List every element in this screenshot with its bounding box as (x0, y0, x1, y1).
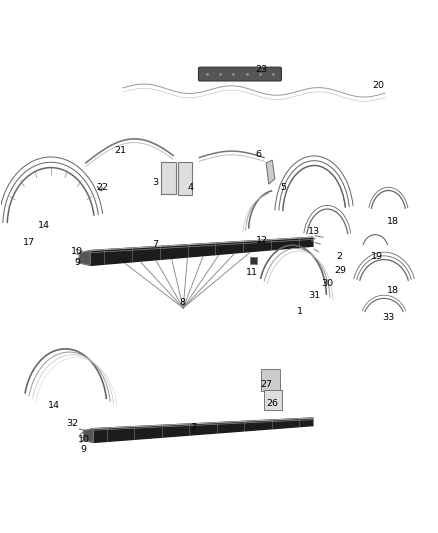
Polygon shape (266, 160, 275, 184)
Bar (251, 257, 257, 264)
Text: 27: 27 (260, 380, 272, 389)
Text: 11: 11 (246, 269, 258, 277)
Polygon shape (79, 251, 90, 265)
Polygon shape (90, 237, 313, 265)
Text: 18: 18 (387, 286, 399, 295)
Text: 9: 9 (74, 258, 80, 266)
Text: 10: 10 (78, 435, 90, 444)
FancyBboxPatch shape (264, 390, 282, 410)
Text: 14: 14 (38, 221, 49, 230)
Text: 2: 2 (336, 253, 342, 261)
Text: 10: 10 (71, 247, 83, 256)
Text: 13: 13 (308, 228, 320, 237)
Text: 7: 7 (153, 240, 159, 249)
Text: 4: 4 (187, 183, 194, 192)
Text: 29: 29 (334, 266, 346, 275)
Text: 32: 32 (67, 419, 79, 428)
Text: 8: 8 (179, 298, 185, 307)
Text: 23: 23 (256, 66, 268, 74)
Text: 26: 26 (266, 399, 278, 408)
Text: 7: 7 (190, 423, 196, 432)
Polygon shape (84, 429, 93, 442)
FancyBboxPatch shape (261, 368, 280, 391)
Text: 6: 6 (255, 150, 261, 159)
Text: 19: 19 (371, 253, 383, 261)
Text: 1: 1 (297, 307, 303, 316)
Text: 21: 21 (115, 146, 127, 155)
Text: 31: 31 (308, 291, 320, 300)
FancyBboxPatch shape (161, 162, 176, 193)
Text: 12: 12 (256, 237, 268, 246)
Text: 18: 18 (387, 217, 399, 226)
Text: 22: 22 (96, 183, 108, 192)
Text: 5: 5 (281, 183, 286, 192)
Text: 17: 17 (23, 238, 35, 247)
FancyBboxPatch shape (198, 67, 282, 81)
Text: 33: 33 (382, 312, 395, 321)
Text: 3: 3 (152, 178, 159, 187)
Text: 9: 9 (81, 446, 87, 455)
Text: 20: 20 (372, 81, 385, 90)
Text: 14: 14 (48, 401, 60, 410)
Polygon shape (93, 418, 313, 442)
Text: 30: 30 (321, 279, 333, 288)
FancyBboxPatch shape (178, 163, 192, 195)
